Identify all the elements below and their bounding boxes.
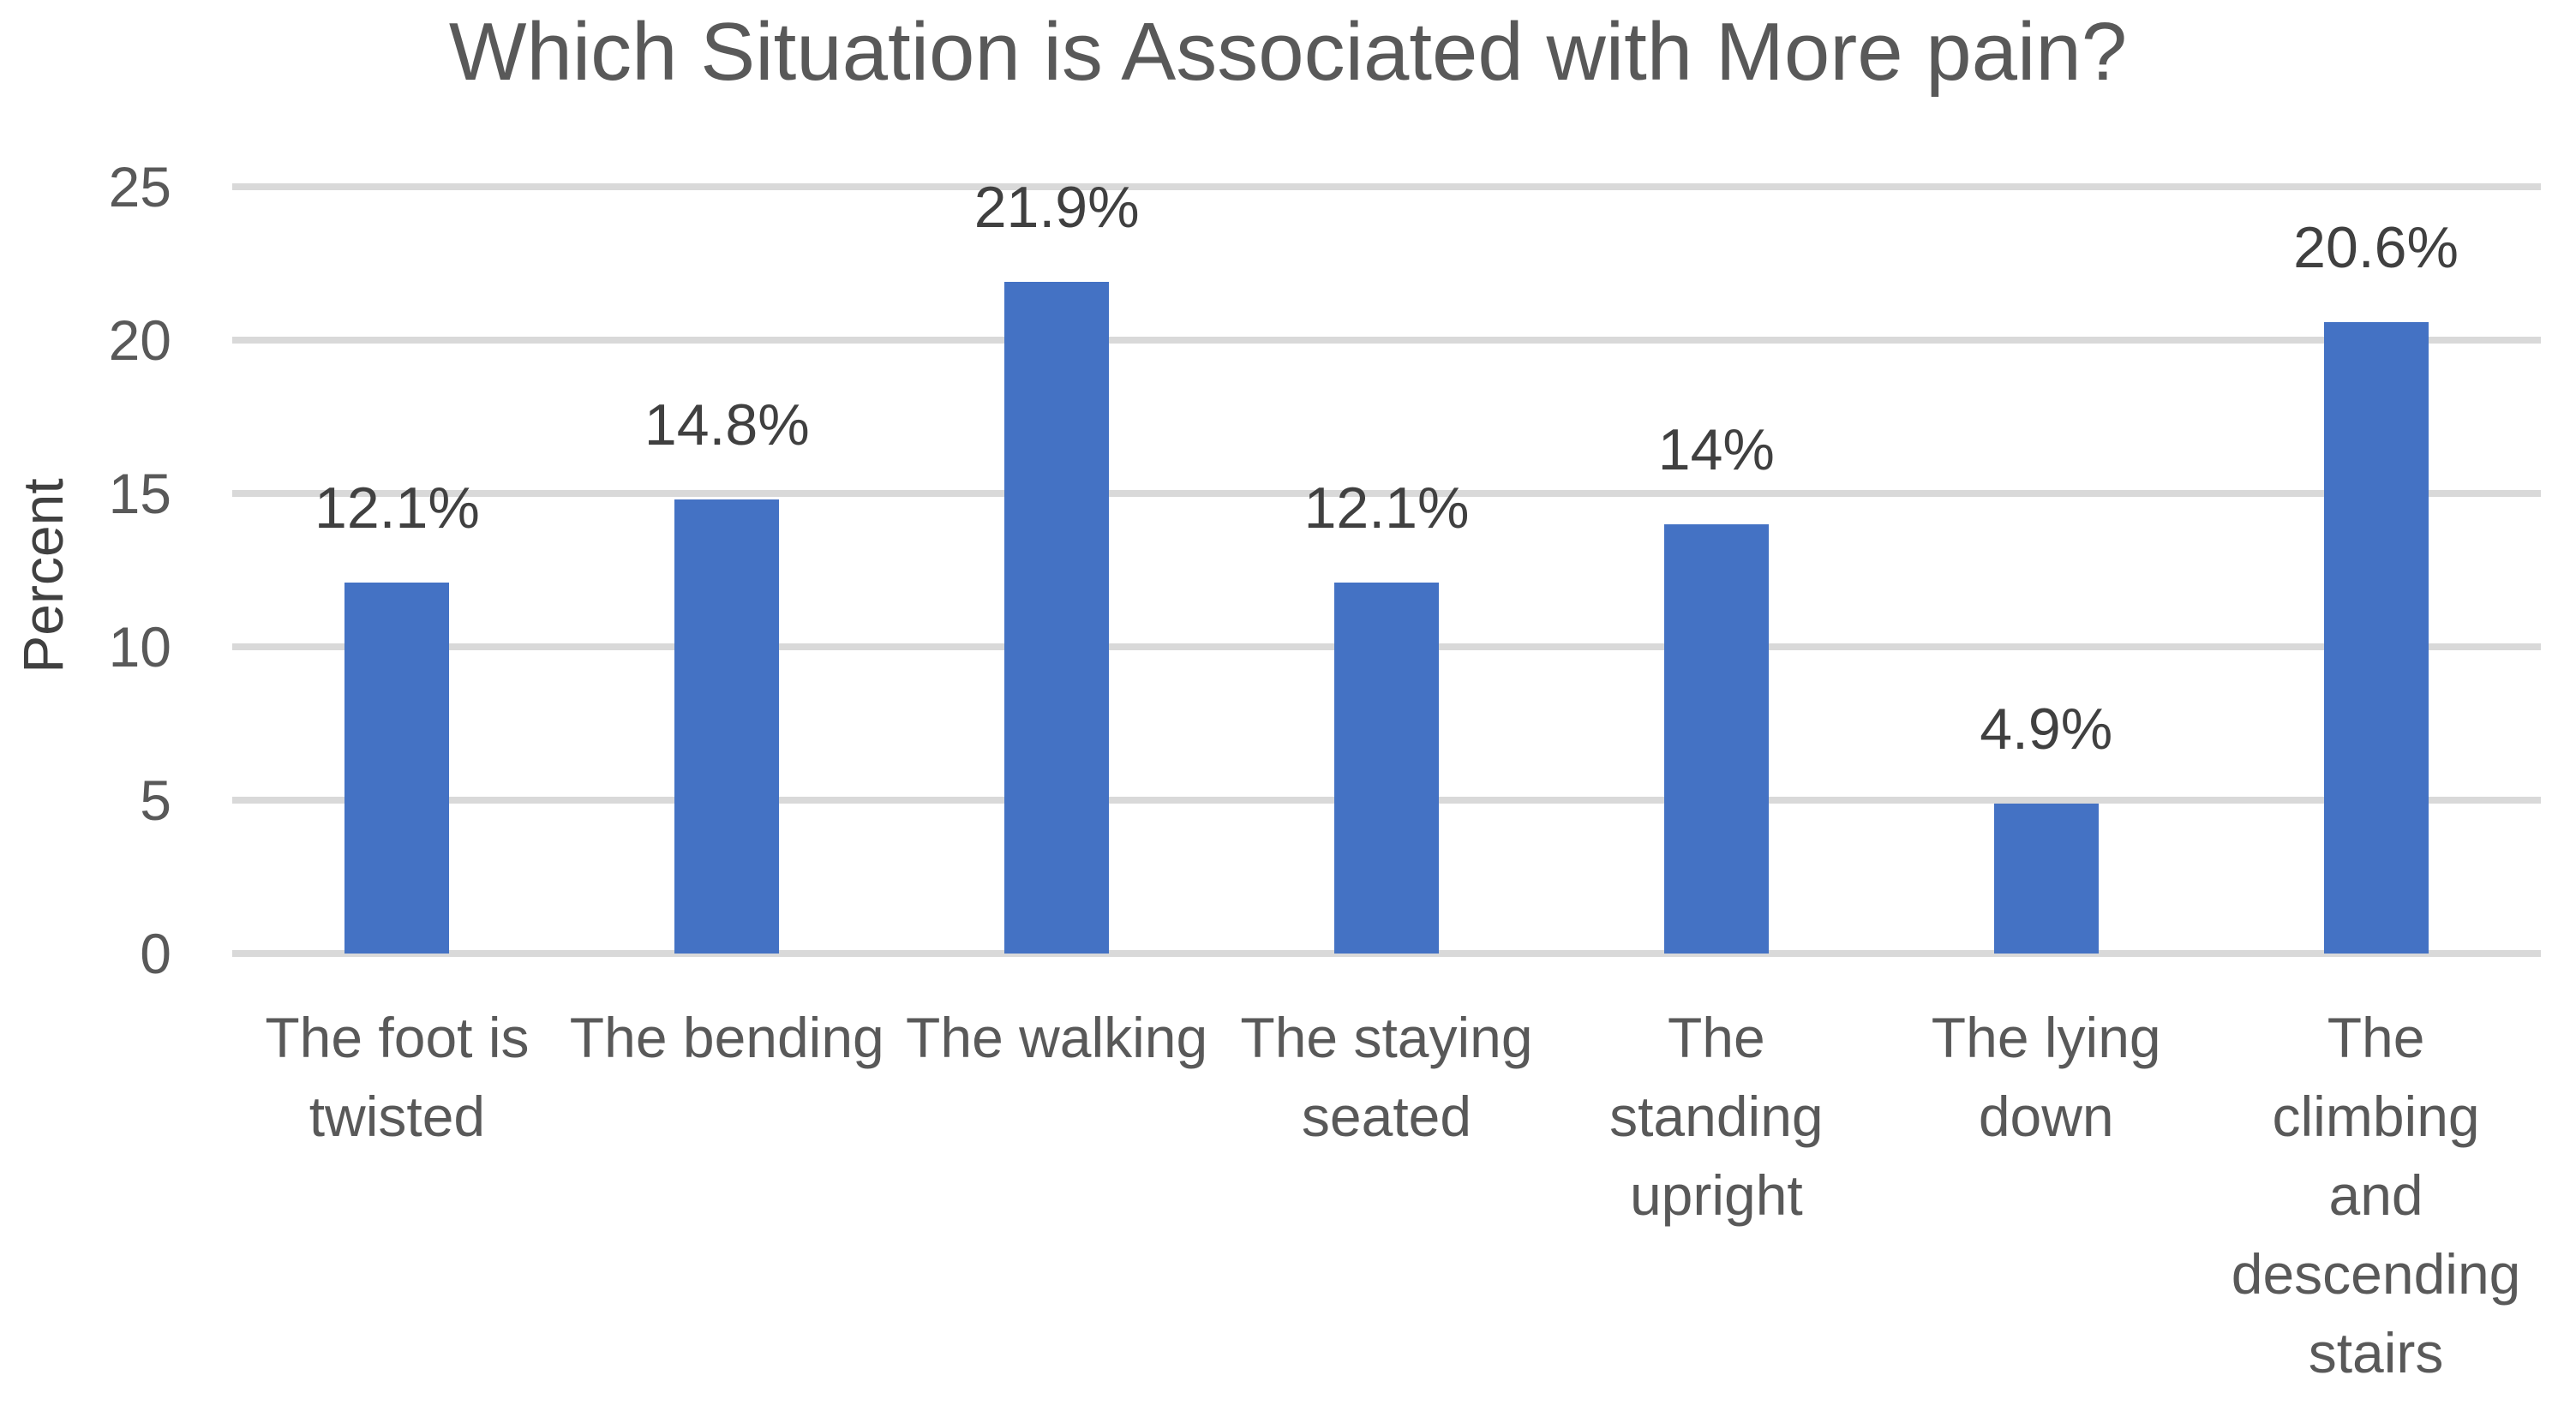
bar xyxy=(344,582,450,954)
y-tick-label-25: 25 xyxy=(108,155,171,218)
x-category-label: The foot is twisted xyxy=(265,1006,530,1148)
bar xyxy=(1334,582,1439,954)
bar-value-label: 14.8% xyxy=(644,392,810,458)
bar xyxy=(674,499,780,954)
y-tick-label-10: 10 xyxy=(108,615,171,679)
plot-area xyxy=(232,183,2541,957)
y-tick-label-5: 5 xyxy=(140,768,171,832)
bar-value-label: 21.9% xyxy=(973,174,1140,240)
y-tick-label-20: 20 xyxy=(108,308,171,372)
y-axis-title: Percent xyxy=(11,478,75,673)
bar xyxy=(1663,523,1769,954)
x-category-label: The lying down xyxy=(1931,1006,2161,1148)
bar-value-label: 20.6% xyxy=(2293,214,2459,280)
bar-value-label: 12.1% xyxy=(1303,475,1470,541)
bar-value-label: 14% xyxy=(1657,416,1775,482)
bar xyxy=(2323,321,2429,954)
gridline-0 xyxy=(232,950,2541,957)
bar xyxy=(1004,281,1110,954)
gridline-25 xyxy=(232,183,2541,190)
bar-value-label: 12.1% xyxy=(315,475,480,541)
gridline-20 xyxy=(232,337,2541,344)
y-tick-label-0: 0 xyxy=(140,922,171,985)
bar xyxy=(1993,803,2099,954)
x-category-label: The walking xyxy=(906,1006,1208,1069)
bar-value-label: 4.9% xyxy=(1980,696,2113,762)
y-tick-label-15: 15 xyxy=(108,462,171,525)
x-category-label: The bending xyxy=(569,1006,884,1069)
x-category-label: The standing upright xyxy=(1609,1006,1824,1227)
chart-title: Which Situation is Associated with More … xyxy=(448,6,2128,98)
x-category-label: The climbing and descending stairs xyxy=(2231,1006,2521,1384)
x-category-label: The staying seated xyxy=(1240,1006,1533,1148)
gridline-15 xyxy=(232,490,2541,497)
